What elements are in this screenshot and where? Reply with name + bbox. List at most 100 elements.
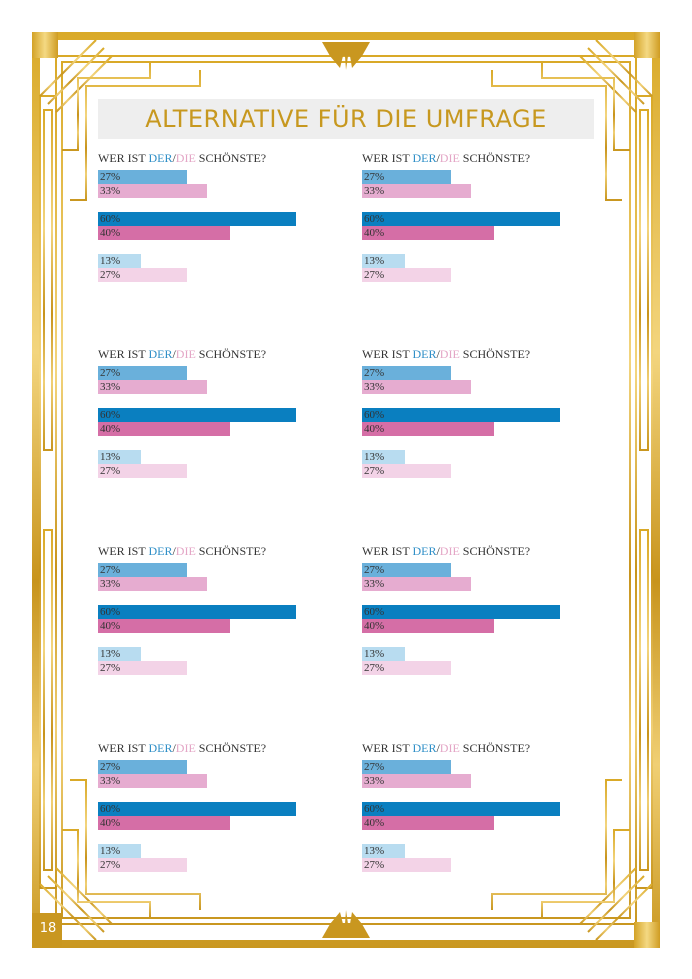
der-bar: 60% xyxy=(98,802,296,816)
poll-block: WER IST DER/DIE SCHÖNSTE? 27% 33% 60% 40% 13%… xyxy=(98,740,338,886)
der-bar: 60% xyxy=(362,605,560,619)
poll-question: WER IST DER/DIE SCHÖNSTE? xyxy=(98,150,338,166)
die-bar: 33% xyxy=(362,774,471,788)
der-bar: 13% xyxy=(362,844,405,858)
bar-pair: 13% 27% xyxy=(98,647,338,675)
poll-question-die: DIE xyxy=(439,347,460,361)
poll-question-der: DER xyxy=(412,347,437,361)
sunburst-bottom-icon xyxy=(322,910,370,938)
bar-pair: 13% 27% xyxy=(98,254,338,282)
poll-question-die: DIE xyxy=(175,347,196,361)
bar-pair: 27% 33% xyxy=(362,366,602,394)
poll-question-sep: / xyxy=(172,151,176,165)
bar-pair: 27% 33% xyxy=(98,170,338,198)
der-bar: 13% xyxy=(98,647,141,661)
die-bar: 27% xyxy=(98,464,187,478)
poll-question-sep: / xyxy=(436,741,440,755)
poll-question-prefix: WER IST xyxy=(98,741,149,755)
bar-pair: 60% 40% xyxy=(362,605,602,633)
poll-question-die: DIE xyxy=(439,544,460,558)
poll-question-suffix: SCHÖNSTE? xyxy=(459,347,531,361)
die-bar: 40% xyxy=(98,422,230,436)
title-band: ALTERNATIVE FÜR DIE UMFRAGE xyxy=(98,99,594,139)
corner-block-br xyxy=(634,922,660,948)
der-bar: 60% xyxy=(98,408,296,422)
poll-question-prefix: WER IST xyxy=(362,151,413,165)
poll-question: WER IST DER/DIE SCHÖNSTE? xyxy=(98,543,338,559)
poll-block: WER IST DER/DIE SCHÖNSTE? 27% 33% 60% 40% 13%… xyxy=(362,150,602,296)
poll-question: WER IST DER/DIE SCHÖNSTE? xyxy=(362,740,602,756)
poll-block: WER IST DER/DIE SCHÖNSTE? 27% 33% 60% 40% 13%… xyxy=(98,150,338,296)
die-bar: 33% xyxy=(98,380,207,394)
die-bar: 27% xyxy=(362,661,451,675)
poll-question-sep: / xyxy=(172,347,176,361)
poll-question-die: DIE xyxy=(175,151,196,165)
die-bar: 40% xyxy=(362,816,494,830)
poll-question-suffix: SCHÖNSTE? xyxy=(195,347,267,361)
poll-question: WER IST DER/DIE SCHÖNSTE? xyxy=(362,150,602,166)
die-bar: 33% xyxy=(98,774,207,788)
page-title: ALTERNATIVE FÜR DIE UMFRAGE xyxy=(145,105,547,133)
poll-block: WER IST DER/DIE SCHÖNSTE? 27% 33% 60% 40% 13%… xyxy=(362,543,602,689)
die-bar: 40% xyxy=(98,226,230,240)
bar-pair: 60% 40% xyxy=(98,605,338,633)
der-bar: 60% xyxy=(362,802,560,816)
der-bar: 13% xyxy=(98,450,141,464)
poll-question: WER IST DER/DIE SCHÖNSTE? xyxy=(362,543,602,559)
bar-pair: 60% 40% xyxy=(98,802,338,830)
poll-question: WER IST DER/DIE SCHÖNSTE? xyxy=(362,346,602,362)
der-bar: 27% xyxy=(362,563,451,577)
poll-question-suffix: SCHÖNSTE? xyxy=(459,741,531,755)
poll-question-die: DIE xyxy=(439,151,460,165)
die-bar: 33% xyxy=(362,577,471,591)
poll-question: WER IST DER/DIE SCHÖNSTE? xyxy=(98,740,338,756)
bar-pair: 27% 33% xyxy=(362,760,602,788)
poll-question-suffix: SCHÖNSTE? xyxy=(195,741,267,755)
poll-question: WER IST DER/DIE SCHÖNSTE? xyxy=(98,346,338,362)
bar-pair: 13% 27% xyxy=(362,254,602,282)
corner-block-tl xyxy=(32,32,58,58)
poll-question-prefix: WER IST xyxy=(98,544,149,558)
poll-question-prefix: WER IST xyxy=(362,741,413,755)
bar-pair: 13% 27% xyxy=(98,450,338,478)
bar-pair: 60% 40% xyxy=(98,212,338,240)
poll-question-sep: / xyxy=(172,741,176,755)
der-bar: 60% xyxy=(98,212,296,226)
poll-question-der: DER xyxy=(148,151,173,165)
poll-question-der: DER xyxy=(412,544,437,558)
bar-pair: 60% 40% xyxy=(98,408,338,436)
poll-question-sep: / xyxy=(436,151,440,165)
der-bar: 27% xyxy=(98,170,187,184)
poll-question-die: DIE xyxy=(175,741,196,755)
die-bar: 40% xyxy=(362,619,494,633)
die-bar: 33% xyxy=(362,380,471,394)
poll-question-prefix: WER IST xyxy=(98,347,149,361)
die-bar: 27% xyxy=(362,268,451,282)
poll-block: WER IST DER/DIE SCHÖNSTE? 27% 33% 60% 40% 13%… xyxy=(362,740,602,886)
die-bar: 27% xyxy=(98,858,187,872)
poll-question-prefix: WER IST xyxy=(98,151,149,165)
corner-block-tr xyxy=(634,32,660,58)
die-bar: 40% xyxy=(362,422,494,436)
bar-pair: 60% 40% xyxy=(362,212,602,240)
poll-question-suffix: SCHÖNSTE? xyxy=(459,151,531,165)
der-bar: 27% xyxy=(98,366,187,380)
der-bar: 27% xyxy=(98,760,187,774)
page-number-block xyxy=(32,913,62,948)
der-bar: 60% xyxy=(98,605,296,619)
die-bar: 40% xyxy=(98,619,230,633)
der-bar: 27% xyxy=(98,563,187,577)
poll-question-der: DER xyxy=(412,151,437,165)
der-bar: 60% xyxy=(362,212,560,226)
poll-question-suffix: SCHÖNSTE? xyxy=(195,544,267,558)
der-bar: 27% xyxy=(362,170,451,184)
poll-question-der: DER xyxy=(148,347,173,361)
die-bar: 40% xyxy=(98,816,230,830)
bar-pair: 13% 27% xyxy=(98,844,338,872)
der-bar: 27% xyxy=(362,366,451,380)
die-bar: 27% xyxy=(362,464,451,478)
poll-question-der: DER xyxy=(148,544,173,558)
der-bar: 13% xyxy=(98,844,141,858)
bar-pair: 13% 27% xyxy=(362,450,602,478)
